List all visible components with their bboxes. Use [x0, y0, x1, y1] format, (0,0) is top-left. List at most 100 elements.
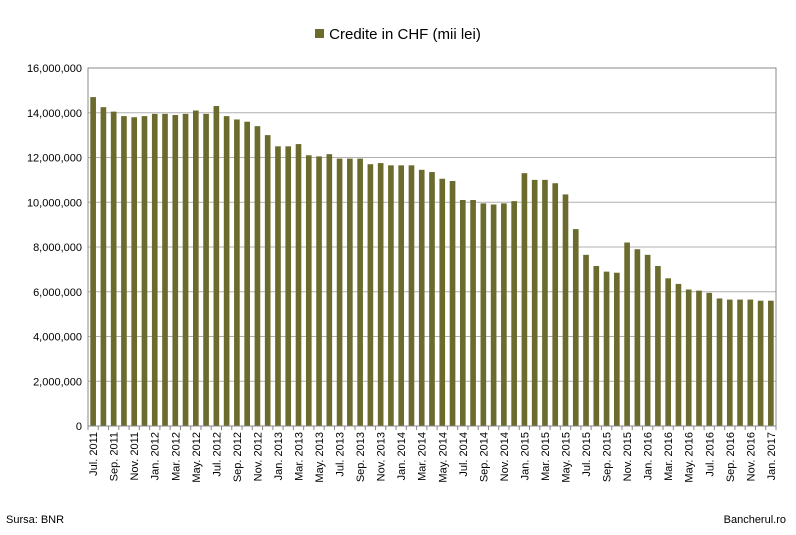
bar: [583, 254, 589, 426]
y-tick-label: 4,000,000: [33, 332, 82, 344]
bar: [470, 200, 476, 426]
bar: [326, 154, 333, 427]
bar: [655, 266, 661, 426]
bar: [757, 300, 764, 426]
x-tick-label: Jan. 2015: [519, 432, 531, 480]
bar: [552, 183, 559, 426]
bar: [614, 272, 620, 426]
bar: [234, 119, 240, 427]
bar: [593, 266, 600, 426]
y-tick-label: 10,000,000: [27, 197, 82, 209]
bar: [131, 117, 138, 426]
bar: [418, 169, 425, 426]
bar: [449, 180, 456, 426]
bar: [696, 290, 702, 426]
x-tick-label: Sep. 2013: [355, 432, 367, 482]
x-axis: Jul. 2011 Sep. 2011 Nov. 2011 Jan. 2012 Mar.…: [87, 426, 778, 483]
x-tick-label: May. 2012: [191, 432, 203, 483]
x-tick-label: Jul. 2015: [581, 432, 593, 477]
bar: [675, 283, 682, 426]
bar: [716, 298, 723, 426]
x-tick-label: Sep. 2015: [602, 432, 614, 482]
plot-area-frame: [87, 67, 777, 427]
x-tick-label: Jul. 2013: [335, 432, 347, 477]
y-tick-label: 12,000,000: [27, 153, 82, 165]
bar: [264, 135, 271, 426]
bar: [316, 156, 322, 426]
bar: [141, 116, 148, 426]
bar: [275, 146, 281, 426]
bar: [121, 116, 127, 426]
bar: [768, 300, 774, 426]
bar-series: [90, 97, 774, 427]
x-tick-label: Jul. 2011: [88, 432, 100, 476]
bar: [644, 254, 651, 426]
bar: [336, 158, 343, 426]
bar: [603, 271, 610, 426]
bar: [305, 155, 312, 426]
bar: [357, 158, 363, 426]
bar: [408, 165, 415, 427]
x-tick-label: Mar. 2016: [663, 432, 675, 481]
x-tick-label: Nov. 2013: [376, 432, 388, 481]
x-tick-label: Mar. 2014: [417, 432, 429, 481]
bar: [439, 178, 446, 426]
x-tick-label: Mar. 2013: [294, 432, 306, 481]
bar: [100, 107, 107, 426]
x-tick-label: Jan. 2013: [273, 432, 285, 480]
y-tick-label: 16,000,000: [27, 63, 82, 75]
x-tick-label: Nov. 2016: [745, 432, 757, 481]
x-tick-label: Nov. 2011: [129, 432, 141, 481]
bar: [572, 229, 579, 426]
x-tick-label: Jan. 2012: [150, 432, 162, 480]
x-tick-label: Nov. 2014: [499, 432, 511, 481]
x-tick-label: May. 2016: [684, 432, 696, 483]
x-tick-label: Jan. 2017: [766, 432, 778, 480]
bar: [706, 292, 713, 426]
bar: [213, 106, 220, 426]
x-tick-label: Jan. 2014: [396, 432, 408, 480]
x-tick-label: Jan. 2016: [643, 432, 655, 480]
x-tick-label: Mar. 2015: [540, 432, 552, 481]
y-tick-label: 0: [76, 421, 82, 433]
bar: [521, 173, 528, 426]
source-note: Sursa: BNR: [6, 514, 65, 526]
y-tick-label: 8,000,000: [33, 242, 82, 254]
bar: [192, 110, 199, 426]
bar: [398, 165, 405, 427]
bar: [367, 164, 374, 426]
bar: [562, 194, 569, 426]
bar: [182, 113, 189, 427]
x-tick-label: Nov. 2015: [622, 432, 634, 481]
x-tick-label: May. 2014: [437, 432, 449, 483]
chart-legend: Credite in CHF (mii lei): [0, 26, 796, 43]
bar: [501, 203, 507, 426]
bar: [162, 113, 168, 427]
legend-swatch: [315, 29, 325, 38]
x-tick-label: May. 2013: [314, 432, 326, 483]
bar: [151, 113, 158, 427]
x-tick-label: Jul. 2016: [704, 432, 716, 477]
bar: [685, 289, 692, 426]
bar: [90, 97, 96, 427]
bar: [254, 126, 261, 427]
bar: [459, 200, 466, 426]
bar: [634, 249, 641, 426]
bar: [490, 204, 497, 426]
x-tick-label: Sep. 2016: [725, 432, 737, 482]
bar: [347, 158, 353, 426]
bar: [747, 299, 754, 426]
bar: [295, 144, 302, 426]
y-tick-label: 14,000,000: [27, 108, 82, 120]
x-tick-label: Sep. 2012: [232, 432, 244, 482]
x-tick-label: Sep. 2014: [478, 432, 490, 482]
bar: [244, 121, 250, 426]
x-tick-label: May. 2015: [560, 432, 572, 483]
bar: [203, 113, 209, 427]
y-tick-label: 6,000,000: [33, 287, 82, 299]
bar: [223, 116, 230, 426]
bar: [110, 111, 117, 426]
x-tick-label: Sep. 2011: [109, 432, 121, 481]
bar: [377, 163, 384, 426]
